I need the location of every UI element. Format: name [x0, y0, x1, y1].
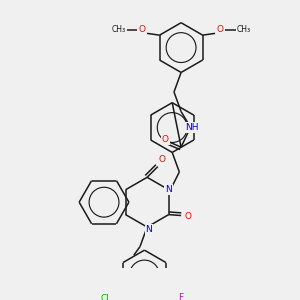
Text: O: O: [217, 25, 224, 34]
Text: NH: NH: [185, 123, 199, 132]
Text: O: O: [159, 155, 166, 164]
Text: O: O: [185, 212, 192, 221]
Text: F: F: [178, 293, 184, 300]
Text: CH₃: CH₃: [236, 25, 250, 34]
Text: O: O: [138, 25, 145, 34]
Text: N: N: [146, 225, 152, 234]
Text: CH₃: CH₃: [112, 25, 126, 34]
Text: Cl: Cl: [101, 294, 110, 300]
Text: N: N: [165, 185, 172, 194]
Text: O: O: [162, 136, 169, 145]
